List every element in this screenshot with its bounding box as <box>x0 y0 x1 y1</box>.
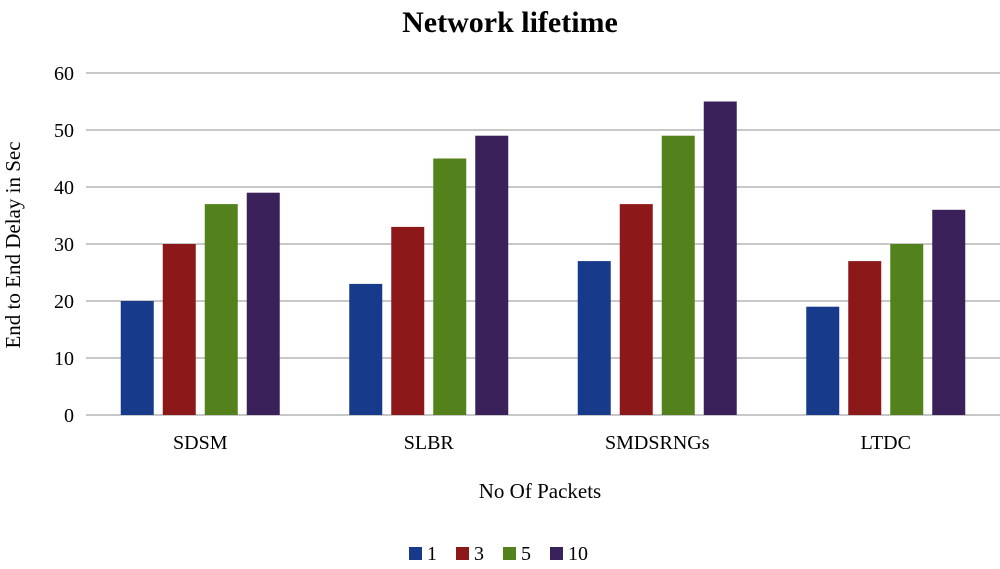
legend-swatch <box>456 547 469 560</box>
bar-SMDSRNGs-10 <box>703 101 737 415</box>
y-tick-label: 20 <box>54 291 74 313</box>
y-tick-label: 10 <box>54 348 74 370</box>
y-tick-label: 50 <box>54 120 74 142</box>
bar-LTDC-3 <box>848 261 882 415</box>
bar-LTDC-5 <box>890 244 924 415</box>
bar-SDSM-1 <box>120 301 154 415</box>
bar-LTDC-1 <box>806 306 840 415</box>
bar-SDSM-10 <box>246 192 280 415</box>
x-tick-label: SMDSRNGs <box>605 432 710 454</box>
x-tick-label: SLBR <box>404 432 455 454</box>
legend-label: 10 <box>568 543 588 565</box>
legend-swatch <box>550 547 563 560</box>
bars <box>120 101 966 415</box>
y-tick-label: 30 <box>54 234 74 256</box>
legend: 1 3 5 10 <box>409 543 588 565</box>
x-tick-label: LTDC <box>861 432 911 454</box>
y-tick-label: 0 <box>64 405 74 427</box>
bar-SLBR-1 <box>349 283 383 415</box>
y-axis-ticks: 0 10 20 30 40 50 60 <box>54 63 74 427</box>
legend-label: 1 <box>427 543 437 565</box>
x-axis-label: No Of Packets <box>479 479 601 503</box>
bar-SMDSRNGs-3 <box>619 204 653 415</box>
y-tick-label: 60 <box>54 63 74 85</box>
y-axis-label: End to End Delay in Sec <box>1 141 25 348</box>
legend-label: 5 <box>521 543 531 565</box>
x-axis-ticks: SDSM SLBR SMDSRNGs LTDC <box>173 432 911 454</box>
bar-SLBR-3 <box>391 226 425 415</box>
bar-SLBR-10 <box>475 135 509 415</box>
bar-SDSM-5 <box>204 204 238 415</box>
y-tick-label: 40 <box>54 177 74 199</box>
bar-SMDSRNGs-5 <box>661 135 695 415</box>
bar-SLBR-5 <box>433 158 467 415</box>
legend-swatch <box>503 547 516 560</box>
legend-label: 3 <box>474 543 484 565</box>
bar-SMDSRNGs-1 <box>577 261 611 415</box>
gridlines <box>86 72 1000 416</box>
chart-title: Network lifetime <box>402 6 618 39</box>
bar-SDSM-3 <box>162 244 196 415</box>
legend-swatch <box>409 547 422 560</box>
x-tick-label: SDSM <box>173 432 228 454</box>
bar-LTDC-10 <box>932 209 966 415</box>
